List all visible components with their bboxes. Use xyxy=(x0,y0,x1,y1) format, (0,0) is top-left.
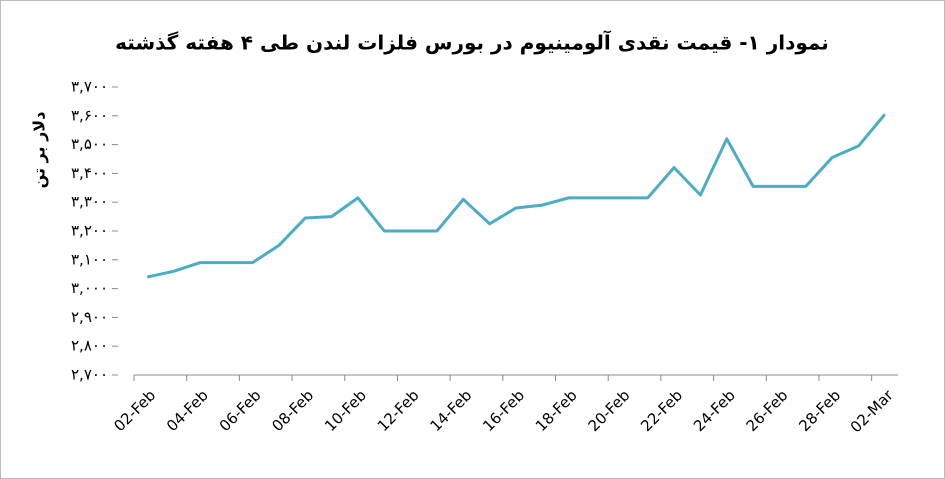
line xyxy=(146,113,886,279)
y-tick-label: ۳,۴۰۰ xyxy=(71,164,108,182)
y-tick-label: ۲,۷۰۰ xyxy=(71,366,108,384)
y-tick-label: ۳,۱۰۰ xyxy=(71,250,108,268)
y-axis-label: دلار بر تن xyxy=(30,112,49,189)
y-tick-label: ۳,۳۰۰ xyxy=(71,193,108,211)
y-tick-label: ۳,۷۰۰ xyxy=(71,78,108,96)
y-tick-label: ۳,۰۰۰ xyxy=(71,279,108,297)
y-tick-label: ۳,۲۰۰ xyxy=(71,222,108,240)
chart-title: نمودار ۱- قیمت نقدی آلومینیوم در بورس فل… xyxy=(115,30,829,55)
y-tick-label: ۳,۶۰۰ xyxy=(71,106,108,124)
y-tick-label: ۲,۹۰۰ xyxy=(71,308,108,326)
y-tick-label: ۳,۵۰۰ xyxy=(71,135,108,153)
y-tick-label: ۲,۸۰۰ xyxy=(71,337,108,355)
